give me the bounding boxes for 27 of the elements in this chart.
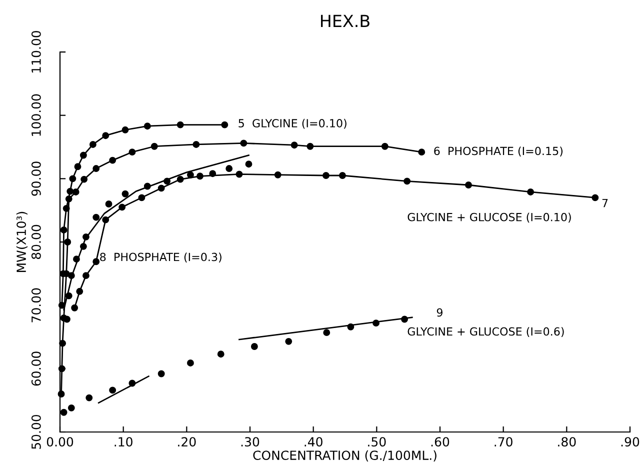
y-tick-label: 100.00 [31,94,41,136]
x-tick-label: .40 [304,437,322,447]
y-tick-label: 110.00 [31,30,41,72]
x-tick-label: .50 [368,437,386,447]
x-tick-label: .60 [431,437,450,447]
x-tick-label: .90 [621,437,640,447]
y-tick-label: 60.00 [31,352,41,386]
x-tick-label: .80 [558,437,576,447]
x-tick-label: .10 [114,437,132,447]
x-tick-label: 0.00 [46,437,74,447]
x-axis-title: CONCENTRATION (G./100ML.) [253,450,436,462]
annotation: 9 [436,308,442,317]
y-axis-title: MW(X10³) [16,212,28,272]
annotation: 8 PHOSPHATE (I=0.3) [100,252,222,262]
y-tick-label: 80.00 [31,224,41,260]
annotation: GLYCINE + GLUCOSE (I=0.6) [408,327,564,337]
annotation: 5 GLYCINE (I=0.10) [238,118,346,129]
annotation: 6 PHOSPHATE (I=0.15) [434,146,563,156]
x-tick-label: .30 [241,437,260,447]
x-tick-label: .70 [494,437,512,447]
y-tick-label: 90.00 [31,162,41,196]
chart-title: HEX.B [321,14,370,27]
annotation: GLYCINE + GLUCOSE (I=0.10) [408,212,571,223]
y-tick-label: 50.00 [31,414,41,449]
y-tick-label: 70.00 [31,288,41,322]
x-tick-label: .20 [178,437,196,447]
annotation: 7 [602,198,608,208]
